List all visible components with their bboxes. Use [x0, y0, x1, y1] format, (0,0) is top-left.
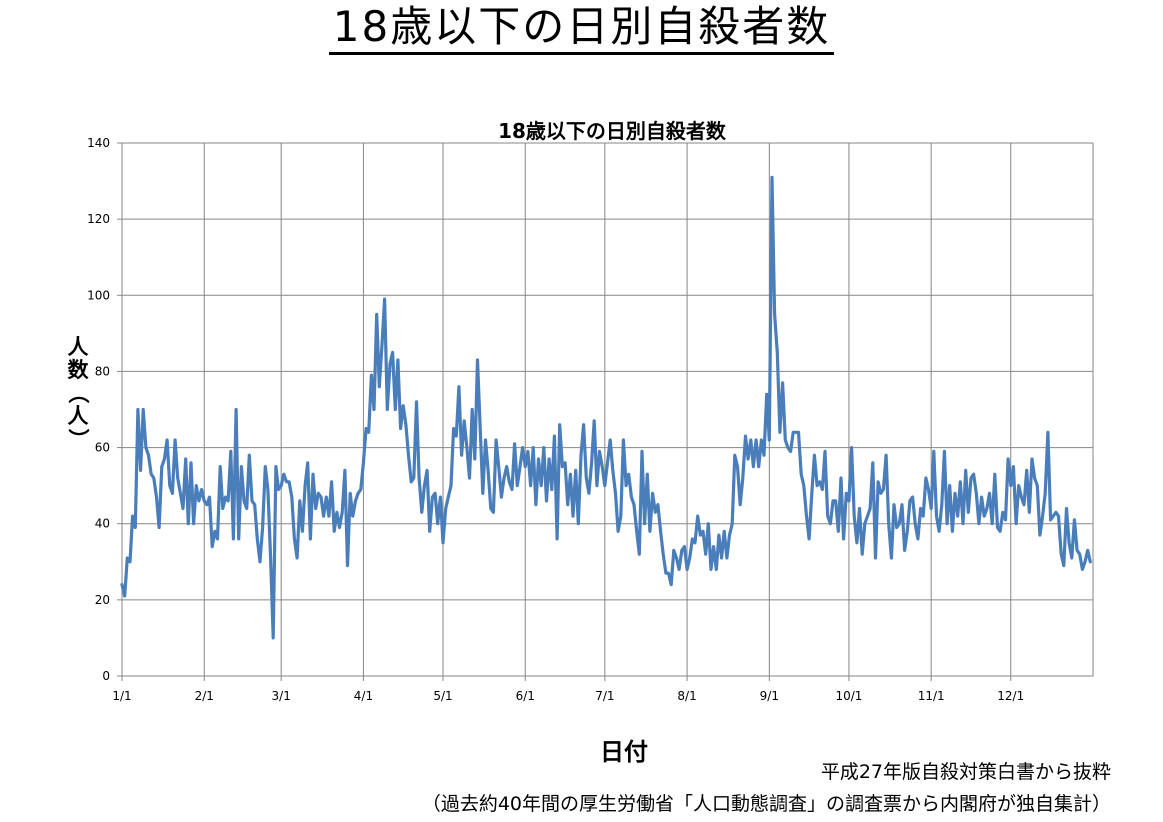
x-tick-label: 4/1 [354, 689, 373, 703]
x-tick-label: 10/1 [835, 689, 862, 703]
x-tick-label: 6/1 [516, 689, 535, 703]
y-axis-ticks: 0 20 40 60 80 100 120 140 [87, 136, 122, 683]
y-tick-label: 140 [87, 136, 110, 150]
x-tick-label: 5/1 [433, 689, 452, 703]
x-tick-label: 9/1 [760, 689, 779, 703]
x-tick-label: 8/1 [677, 689, 696, 703]
y-axis-label-char: 数 [68, 358, 90, 382]
x-axis-ticks: 1/1 2/1 3/1 4/1 5/1 6/1 7/1 8/1 9/1 10/1 11/1 12/1 [112, 676, 1024, 703]
series-line [120, 175, 1092, 640]
y-tick-label: 80 [95, 364, 110, 378]
x-axis-label: 日付 [600, 738, 648, 766]
source-note: 平成27年版自殺対策白書から抜粋 [820, 761, 1111, 783]
gridlines [121, 142, 1093, 677]
page-title-text: 18歳以下の日別自殺者数 [328, 4, 835, 55]
y-axis-label-char: ） [66, 429, 90, 450]
y-axis-label-char: 人 [68, 404, 89, 428]
x-tick-label: 7/1 [595, 689, 614, 703]
y-tick-label: 60 [95, 441, 110, 455]
x-tick-label: 1/1 [112, 689, 131, 703]
x-tick-label: 11/1 [918, 689, 945, 703]
y-axis-label: 人数（人） [66, 335, 90, 450]
x-tick-label: 3/1 [272, 689, 291, 703]
plot-area-frame [121, 142, 1094, 677]
y-tick-label: 0 [102, 669, 110, 683]
y-tick-label: 120 [87, 212, 110, 226]
x-tick-label: 2/1 [195, 689, 214, 703]
y-tick-label: 100 [87, 288, 110, 302]
y-tick-label: 40 [95, 517, 110, 531]
x-tick-label: 12/1 [997, 689, 1024, 703]
chart-title: 18歳以下の日別自殺者数 [498, 119, 727, 143]
page-title: 18歳以下の日別自殺者数 [0, 2, 1163, 55]
y-axis-label-char: 人 [68, 335, 89, 359]
y-tick-label: 20 [95, 593, 110, 607]
y-axis-label-char: （ [66, 383, 90, 404]
source-detail: （過去約40年間の厚生労働省「人口動態調査」の調査票から内閣府が独自集計） [421, 793, 1111, 815]
